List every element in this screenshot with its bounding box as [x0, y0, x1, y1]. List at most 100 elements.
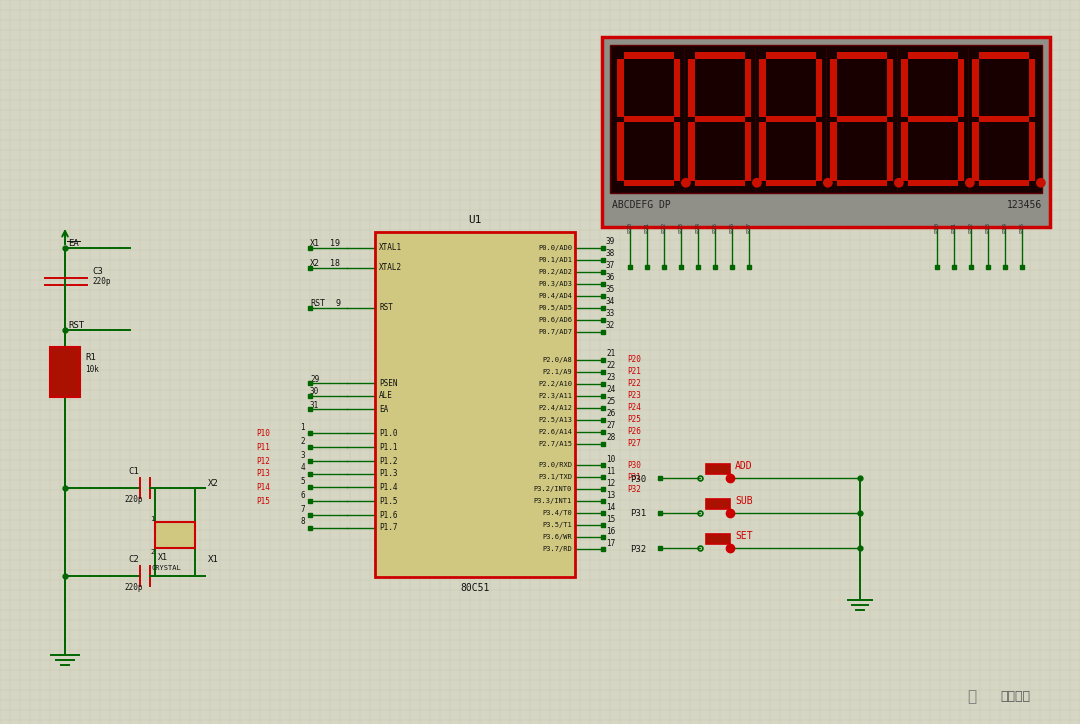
Text: C3: C3	[92, 267, 103, 277]
Text: P22: P22	[661, 222, 666, 233]
Bar	[674, 122, 680, 180]
Bar	[887, 122, 893, 180]
Text: 10: 10	[606, 455, 616, 463]
Text: 30: 30	[310, 387, 320, 397]
Text: PSEN: PSEN	[379, 379, 397, 387]
Bar	[744, 59, 751, 117]
Text: P23: P23	[678, 222, 684, 233]
Text: XTAL1: XTAL1	[379, 243, 402, 253]
Text: P2.1/A9: P2.1/A9	[542, 369, 572, 375]
Text: P1.0: P1.0	[379, 429, 397, 437]
Text: P3.1/TXD: P3.1/TXD	[538, 474, 572, 480]
Text: P1.3: P1.3	[379, 469, 397, 479]
Text: 6: 6	[300, 490, 305, 500]
Text: 29: 29	[310, 374, 320, 384]
Bar	[1028, 122, 1035, 180]
Text: P2.5/A13: P2.5/A13	[538, 417, 572, 423]
Text: P2.6/A14: P2.6/A14	[538, 429, 572, 435]
Text: 3: 3	[300, 450, 305, 460]
Bar	[50, 347, 80, 397]
Text: 26: 26	[606, 410, 616, 418]
Text: 7: 7	[300, 505, 305, 513]
Bar	[837, 52, 887, 59]
Text: P32: P32	[627, 484, 640, 494]
Bar	[375, 232, 575, 577]
Text: 1: 1	[150, 516, 154, 522]
Text: P2.4/A12: P2.4/A12	[538, 405, 572, 411]
Bar	[688, 122, 694, 180]
Bar	[978, 116, 1028, 122]
Text: X1: X1	[208, 555, 219, 565]
Text: 16: 16	[606, 526, 616, 536]
Bar	[958, 122, 964, 180]
Text: C1: C1	[129, 468, 138, 476]
Text: P30: P30	[627, 460, 640, 469]
Text: P27: P27	[746, 222, 752, 233]
Text: 22: 22	[606, 361, 616, 371]
Text: P3.2/INT0: P3.2/INT0	[534, 486, 572, 492]
Text: EA: EA	[68, 240, 79, 248]
Text: P14: P14	[256, 482, 270, 492]
Bar	[766, 180, 815, 186]
Bar	[610, 45, 1042, 193]
Text: P15: P15	[1020, 222, 1025, 233]
Text: 33: 33	[606, 309, 616, 319]
Text: 23: 23	[606, 374, 616, 382]
Text: 🔨: 🔨	[968, 689, 976, 704]
Text: 37: 37	[606, 261, 616, 271]
Bar	[694, 116, 744, 122]
Text: P24: P24	[627, 403, 640, 413]
Text: 狂锤硬件: 狂锤硬件	[1000, 691, 1030, 704]
Bar	[978, 52, 1028, 59]
Bar	[837, 116, 887, 122]
Text: P0.5/AD5: P0.5/AD5	[538, 305, 572, 311]
Text: P31: P31	[630, 510, 646, 518]
Bar	[617, 59, 623, 117]
Text: P3.0/RXD: P3.0/RXD	[538, 462, 572, 468]
Text: P1.2: P1.2	[379, 457, 397, 466]
Bar	[972, 122, 978, 180]
Text: 13: 13	[606, 490, 616, 500]
Text: P0.7/AD7: P0.7/AD7	[538, 329, 572, 335]
Text: 18: 18	[330, 259, 340, 269]
Bar	[623, 180, 674, 186]
Text: RST: RST	[68, 321, 84, 330]
Bar	[815, 122, 822, 180]
Text: P20: P20	[627, 222, 633, 233]
Text: R1: R1	[85, 353, 96, 363]
Text: 5: 5	[300, 476, 305, 486]
Bar	[815, 59, 822, 117]
Text: 24: 24	[606, 385, 616, 395]
Bar	[688, 59, 694, 117]
Text: P0.0/AD0: P0.0/AD0	[538, 245, 572, 251]
Text: P2.7/A15: P2.7/A15	[538, 441, 572, 447]
Text: P23: P23	[627, 392, 640, 400]
Bar	[706, 534, 730, 544]
Text: P12: P12	[256, 457, 270, 466]
Bar	[623, 116, 674, 122]
Bar	[907, 116, 958, 122]
Text: 21: 21	[606, 350, 616, 358]
Text: P3.6/WR: P3.6/WR	[542, 534, 572, 540]
Text: EA: EA	[379, 405, 388, 413]
Bar	[694, 180, 744, 186]
Text: P0.2/AD2: P0.2/AD2	[538, 269, 572, 275]
Text: 15: 15	[606, 515, 616, 523]
Text: X2: X2	[208, 479, 219, 489]
Text: P21: P21	[627, 368, 640, 376]
Text: 36: 36	[606, 274, 616, 282]
Bar	[156, 522, 195, 548]
Text: P11: P11	[951, 222, 957, 233]
Text: P31: P31	[627, 473, 640, 481]
Bar	[623, 52, 674, 59]
Text: P21: P21	[645, 222, 649, 233]
Text: 12: 12	[606, 479, 616, 487]
Bar	[837, 180, 887, 186]
Text: P25: P25	[627, 416, 640, 424]
Text: P0.3/AD3: P0.3/AD3	[538, 281, 572, 287]
Text: P3.5/T1: P3.5/T1	[542, 522, 572, 528]
Circle shape	[894, 178, 904, 188]
Text: 39: 39	[606, 237, 616, 246]
Text: RST: RST	[379, 303, 393, 313]
Text: 220p: 220p	[124, 495, 143, 505]
